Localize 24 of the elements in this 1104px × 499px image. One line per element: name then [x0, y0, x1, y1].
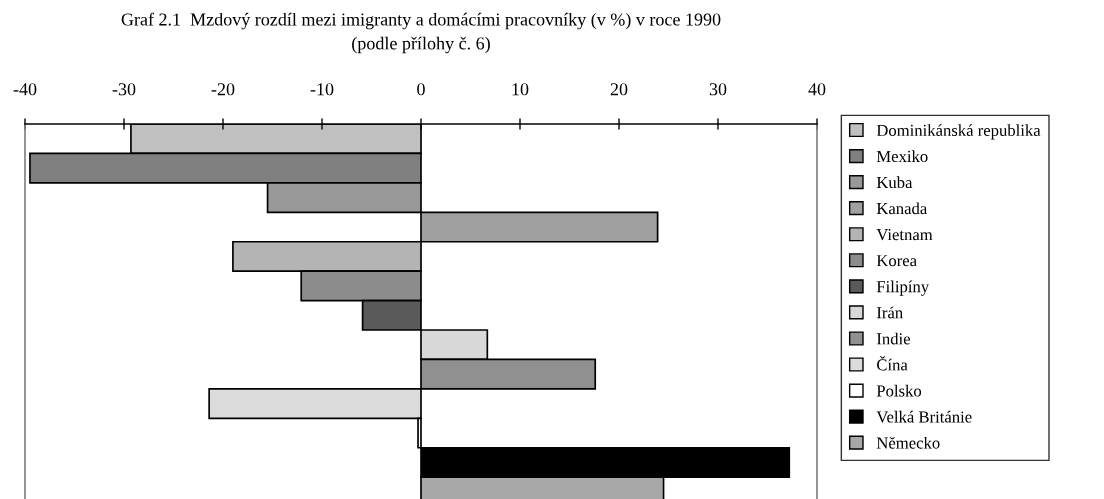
legend-label: Velká Británie: [876, 410, 972, 423]
legend-label: Vietnam: [876, 228, 933, 241]
x-tick-label: -20: [211, 83, 235, 96]
legend-label: Německo: [876, 436, 940, 449]
x-tick-label: 30: [709, 83, 727, 96]
legend-label: Kuba: [876, 176, 913, 189]
x-tick-label: -40: [13, 83, 37, 96]
legend-label: Filipíny: [876, 280, 930, 296]
legend-label: Polsko: [876, 384, 922, 397]
x-tick-label: -30: [112, 83, 136, 96]
legend-label: Korea: [876, 255, 917, 267]
x-tick-label: 40: [808, 83, 826, 96]
chart-subtitle: (podle přílohy č. 6): [352, 36, 490, 54]
legend-label: Dominikánská republika: [876, 124, 1041, 140]
legend-label: Irán: [876, 306, 903, 319]
x-tick-label: 10: [512, 83, 529, 96]
legend-label: Mexiko: [876, 150, 928, 163]
x-tick-label: 0: [417, 83, 425, 96]
x-tick-label: -10: [310, 83, 334, 96]
legend-label: Indie: [876, 332, 910, 345]
legend-label: Kanada: [876, 202, 927, 215]
legend-label: Čína: [877, 356, 908, 371]
x-tick-label: 20: [610, 83, 628, 96]
chart-title: Graf 2.1 Mzdový rozdíl mezi imigranty a domácími pracovníky (v %) v roce 1990: [121, 12, 721, 30]
